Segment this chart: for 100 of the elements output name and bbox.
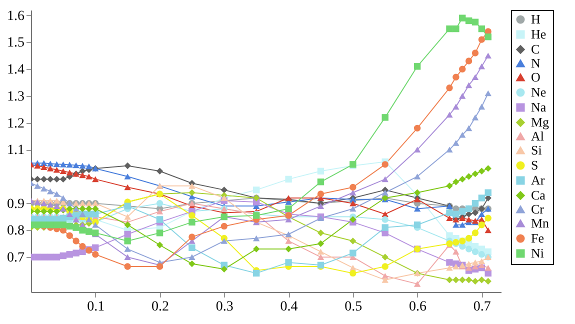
legend-label: Cr: [531, 202, 545, 216]
point: [446, 259, 453, 266]
point: [66, 251, 73, 258]
point: [46, 166, 54, 172]
point: [66, 162, 73, 168]
legend-label: H: [531, 12, 540, 26]
point: [382, 190, 388, 196]
point: [220, 238, 228, 244]
point: [60, 222, 67, 228]
y-tick-label: 1.5: [7, 36, 24, 51]
point: [478, 194, 486, 202]
legend-label: C: [531, 42, 540, 56]
point: [40, 160, 48, 166]
point: [53, 176, 60, 183]
point: [46, 198, 54, 204]
point: [53, 208, 60, 215]
point: [66, 232, 73, 239]
x-tick-label: 0.3: [216, 300, 234, 314]
point: [124, 246, 131, 252]
point: [285, 238, 292, 244]
point: [414, 222, 421, 228]
point: [53, 161, 60, 168]
point: [34, 162, 41, 169]
point: [484, 264, 492, 271]
point: [86, 163, 92, 170]
point: [414, 206, 421, 212]
point: [484, 227, 492, 234]
legend-label: Mg: [531, 114, 550, 130]
point: [382, 277, 388, 283]
point: [34, 183, 41, 189]
point: [46, 188, 54, 194]
point: [465, 58, 472, 64]
point: [53, 222, 60, 228]
point: [446, 146, 453, 153]
point: [472, 50, 479, 56]
point: [382, 224, 388, 231]
point: [317, 178, 324, 186]
point: [92, 210, 99, 218]
point: [465, 173, 472, 180]
point: [452, 178, 460, 186]
point: [414, 124, 421, 132]
point: [484, 90, 492, 96]
point: [220, 222, 228, 230]
point: [484, 52, 492, 59]
point: [446, 182, 453, 190]
point: [124, 174, 131, 180]
point: [484, 34, 492, 40]
point: [72, 162, 80, 168]
point: [472, 230, 479, 236]
point: [317, 203, 324, 209]
point: [317, 190, 324, 198]
point: [124, 214, 131, 220]
point: [350, 250, 356, 256]
point: [220, 186, 228, 194]
point: [79, 162, 86, 169]
point: [46, 176, 54, 183]
point: [350, 270, 356, 277]
point: [484, 278, 492, 285]
point: [252, 270, 260, 277]
point: [66, 211, 73, 218]
point: [414, 174, 421, 180]
point: [34, 208, 41, 215]
point: [414, 281, 421, 287]
point: [465, 17, 472, 24]
point: [382, 254, 388, 260]
point: [350, 190, 356, 196]
point: [285, 246, 292, 252]
point: [446, 25, 453, 32]
point: [459, 222, 466, 228]
point: [92, 244, 99, 252]
point: [79, 172, 86, 178]
legend-label: Ni: [531, 246, 544, 260]
point: [40, 208, 48, 215]
point: [53, 254, 60, 260]
point: [92, 222, 99, 228]
point: [188, 254, 196, 260]
point: [350, 206, 356, 212]
point: [72, 238, 80, 244]
point: [478, 25, 486, 32]
point: [188, 244, 196, 252]
point: [452, 222, 460, 228]
point: [188, 212, 196, 219]
point: [124, 254, 131, 260]
point: [472, 170, 479, 178]
point: [478, 251, 486, 258]
point: [484, 189, 492, 196]
point: [478, 104, 486, 110]
legend-label: Al: [531, 128, 544, 144]
point: [478, 276, 486, 284]
point: [188, 189, 196, 196]
point: [472, 18, 479, 26]
point: [285, 176, 292, 183]
point: [478, 168, 486, 174]
point: [60, 162, 67, 168]
point: [86, 174, 92, 180]
point: [252, 246, 260, 252]
point: [156, 216, 164, 223]
legend-label: Mn: [531, 216, 550, 230]
point: [34, 176, 41, 183]
point: [472, 209, 479, 216]
